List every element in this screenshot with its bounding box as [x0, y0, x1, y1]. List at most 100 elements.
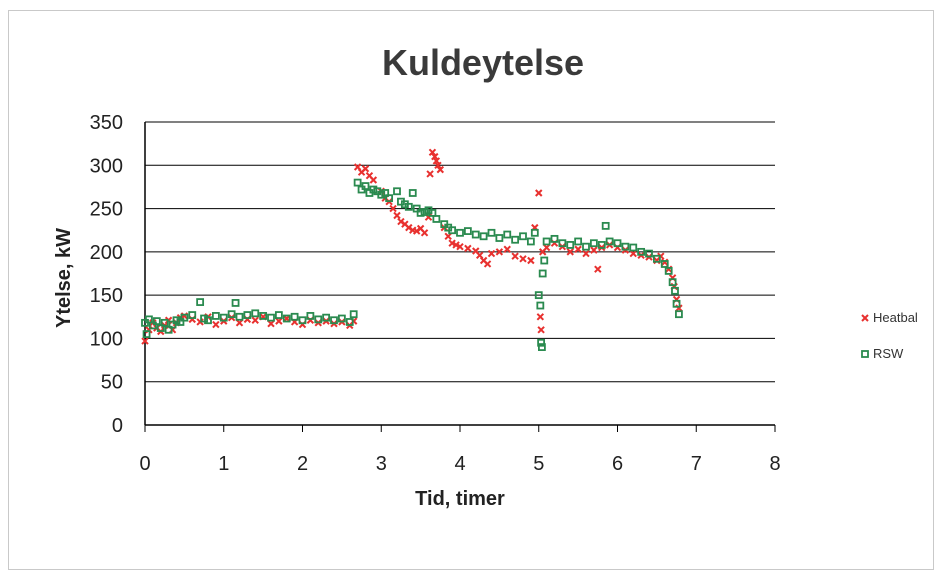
heatbal-point [519, 255, 527, 263]
rsw-point [142, 330, 151, 339]
heatbal-point [275, 317, 283, 325]
heatbal-point [420, 229, 429, 237]
heatbal-marker-stroke [420, 229, 429, 237]
heatbal-marker-stroke [251, 316, 259, 324]
rsw-point [243, 311, 252, 319]
heatbal-marker-stroke [405, 223, 413, 232]
rsw-point [416, 208, 425, 217]
rsw-point [621, 242, 630, 251]
heatbal-point [495, 248, 504, 256]
rsw-point [251, 309, 260, 318]
y-tick-label: 100 [90, 328, 123, 350]
heatbal-marker-stroke [267, 320, 275, 328]
heatbal-point [657, 252, 665, 260]
heatbal-point [542, 243, 551, 252]
rsw-point [530, 228, 539, 237]
rsw-point [172, 316, 181, 325]
rsw-point [219, 313, 228, 322]
rsw-point [487, 228, 496, 237]
heatbal-point [452, 241, 460, 249]
rsw-point [196, 298, 205, 306]
heatbal-point [444, 232, 452, 240]
y-tick-label: 0 [112, 415, 123, 437]
heatbal-point [456, 242, 464, 251]
legend-label: Heatbal [873, 310, 918, 325]
rsw-point [540, 256, 549, 265]
heatbal-marker-stroke [629, 249, 637, 258]
rsw-point [160, 318, 169, 327]
y-tick-label: 200 [90, 242, 123, 264]
heatbal-marker-stroke [487, 249, 496, 258]
heatbal-point [536, 313, 545, 321]
heatbal-marker-stroke [448, 239, 456, 247]
heatbal-point [574, 245, 582, 253]
x-tick-label: 2 [297, 453, 308, 475]
heatbal-point [448, 239, 456, 247]
heatbal-point [251, 316, 259, 324]
rsw-point [597, 241, 606, 249]
rsw-point [306, 312, 315, 320]
rsw-point [526, 237, 535, 246]
rsw-point [204, 316, 212, 325]
heatbal-point [196, 318, 204, 326]
rsw-point [582, 242, 590, 251]
rsw-point [385, 194, 394, 203]
rsw-point [428, 208, 437, 217]
rsw-series [141, 178, 683, 351]
heatbal-point [436, 165, 445, 174]
heatbal-marker-stroke [675, 304, 683, 312]
heatbal-marker-stroke [535, 189, 543, 197]
heatbal-point [434, 161, 442, 169]
rsw-point [432, 215, 441, 223]
rsw-point [456, 228, 464, 237]
rsw-point [330, 316, 338, 325]
rsw-point [589, 239, 598, 248]
heatbal-point [535, 189, 543, 197]
heatbal-marker-stroke [426, 170, 434, 178]
heatbal-point [235, 319, 244, 327]
heatbal-marker-stroke [566, 248, 574, 256]
legend-label: RSW [873, 346, 904, 361]
heatbal-point [141, 337, 149, 345]
rsw-point [463, 227, 472, 235]
rsw-point [404, 202, 413, 211]
x-axis-ticks: 0 1 2 3 4 5 6 7 8 [139, 425, 781, 475]
heatbal-marker-stroke [164, 316, 173, 324]
rsw-point [550, 234, 559, 243]
heatbal-point [267, 320, 275, 328]
heatbal-marker-stroke [475, 251, 484, 260]
rsw-point [672, 299, 681, 308]
heatbal-point [511, 252, 519, 260]
rsw-point [629, 243, 638, 252]
rsw-point [282, 314, 291, 323]
heatbal-marker-stroke [542, 243, 551, 252]
rsw-point [613, 239, 622, 248]
rsw-point [353, 178, 362, 187]
rsw-point [536, 301, 545, 310]
heatbal-marker-stroke [349, 317, 358, 325]
heatbal-point [566, 248, 574, 256]
rsw-point [601, 221, 610, 230]
heatbal-marker-stroke [590, 246, 598, 254]
heatbal-point [212, 320, 220, 329]
heatbal-marker-stroke [495, 248, 504, 256]
rsw-point [471, 230, 480, 239]
heatbal-point [527, 256, 535, 265]
x-tick-label: 4 [454, 453, 465, 475]
x-tick-label: 7 [691, 453, 702, 475]
rsw-point [188, 311, 197, 319]
rsw-point [668, 278, 677, 287]
heatbal-marker-stroke [519, 255, 527, 263]
y-tick-label: 150 [90, 285, 123, 307]
heatbal-marker-stroke [527, 256, 535, 265]
data-points [141, 148, 683, 351]
x-tick-label: 5 [533, 453, 544, 475]
heatbal-marker-stroke [464, 244, 472, 253]
rsw-point [566, 241, 575, 249]
rsw-point [448, 226, 457, 235]
rsw-point [519, 232, 527, 241]
heatbal-marker-stroke [196, 318, 204, 326]
legend-item-rsw: RSW [861, 346, 904, 361]
rsw-point [503, 230, 512, 239]
